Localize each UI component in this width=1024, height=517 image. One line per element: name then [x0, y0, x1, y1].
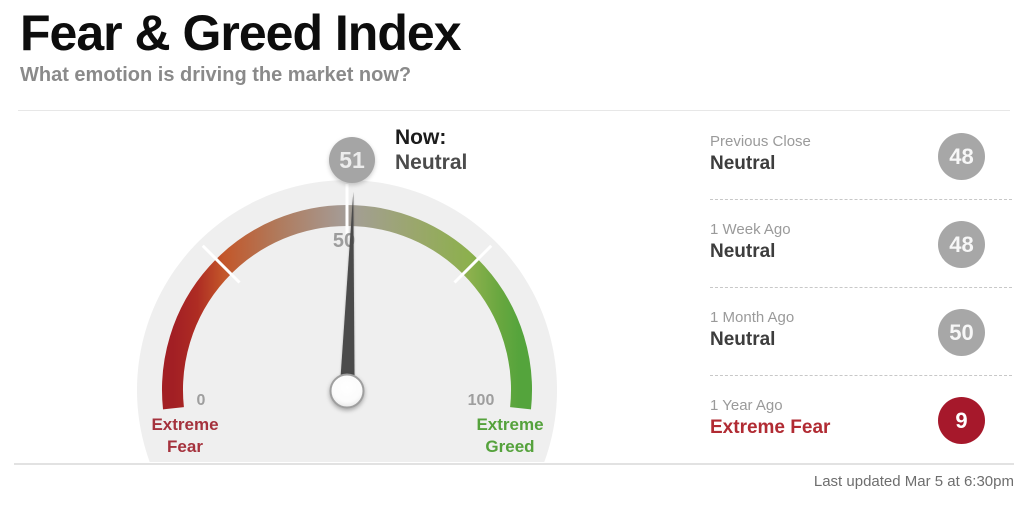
last-updated: Last updated Mar 5 at 6:30pm — [813, 473, 1014, 490]
fear-greed-gauge: 50 51 — [136, 137, 557, 462]
now-value-text: 51 — [339, 147, 365, 173]
history-row-label: 1 Month Ago — [710, 309, 795, 326]
score-badge-1-week-ago: 48 — [938, 221, 985, 268]
extreme-greed-label: Extreme Greed — [455, 414, 565, 458]
tick-25-mark — [201, 244, 241, 284]
footer-divider — [14, 463, 1014, 465]
history-row-separator — [710, 199, 1012, 200]
gauge-needle — [339, 192, 355, 391]
tick-75-mark — [453, 244, 493, 284]
history-row-rating: Neutral — [710, 329, 776, 350]
history-row-label: 1 Year Ago — [710, 397, 783, 414]
history-panel: Previous Close Neutral 48 1 Week Ago Neu… — [710, 0, 1012, 517]
score-badge-previous-close: 48 — [938, 133, 985, 180]
now-label: Now: — [395, 126, 447, 149]
score-badge-1-month-ago: 50 — [938, 309, 985, 356]
history-row-label: 1 Week Ago — [710, 221, 791, 238]
history-row-rating: Neutral — [710, 153, 776, 174]
extreme-greed-label-line1: Extreme — [476, 415, 544, 434]
extreme-fear-label-line1: Extreme — [151, 415, 219, 434]
history-row-rating: Extreme Fear — [710, 417, 831, 438]
history-row-rating: Neutral — [710, 241, 776, 262]
scale-max-label: 100 — [467, 392, 495, 409]
now-value-badge — [329, 137, 375, 183]
history-row-1-year-ago: 1 Year Ago Extreme Fear 9 — [710, 396, 1012, 456]
history-row-separator — [710, 375, 1012, 376]
needle-hub — [329, 373, 365, 409]
score-badge-1-year-ago: 9 — [938, 397, 985, 444]
extreme-greed-label-line2: Greed — [485, 437, 535, 456]
extreme-fear-label: Extreme Fear — [130, 414, 240, 458]
history-row-label: Previous Close — [710, 133, 811, 150]
history-row-previous-close: Previous Close Neutral 48 — [710, 132, 1012, 192]
page-title: Fear & Greed Index — [20, 5, 461, 61]
header-divider — [18, 110, 1010, 111]
page-subtitle: What emotion is driving the market now? — [20, 64, 412, 86]
history-row-1-month-ago: 1 Month Ago Neutral 50 — [710, 308, 1012, 368]
history-row-1-week-ago: 1 Week Ago Neutral 48 — [710, 220, 1012, 280]
extreme-fear-label-line2: Fear — [167, 437, 203, 456]
history-row-separator — [710, 287, 1012, 288]
now-rating: Neutral — [395, 151, 468, 174]
scale-min-label: 0 — [196, 392, 206, 409]
